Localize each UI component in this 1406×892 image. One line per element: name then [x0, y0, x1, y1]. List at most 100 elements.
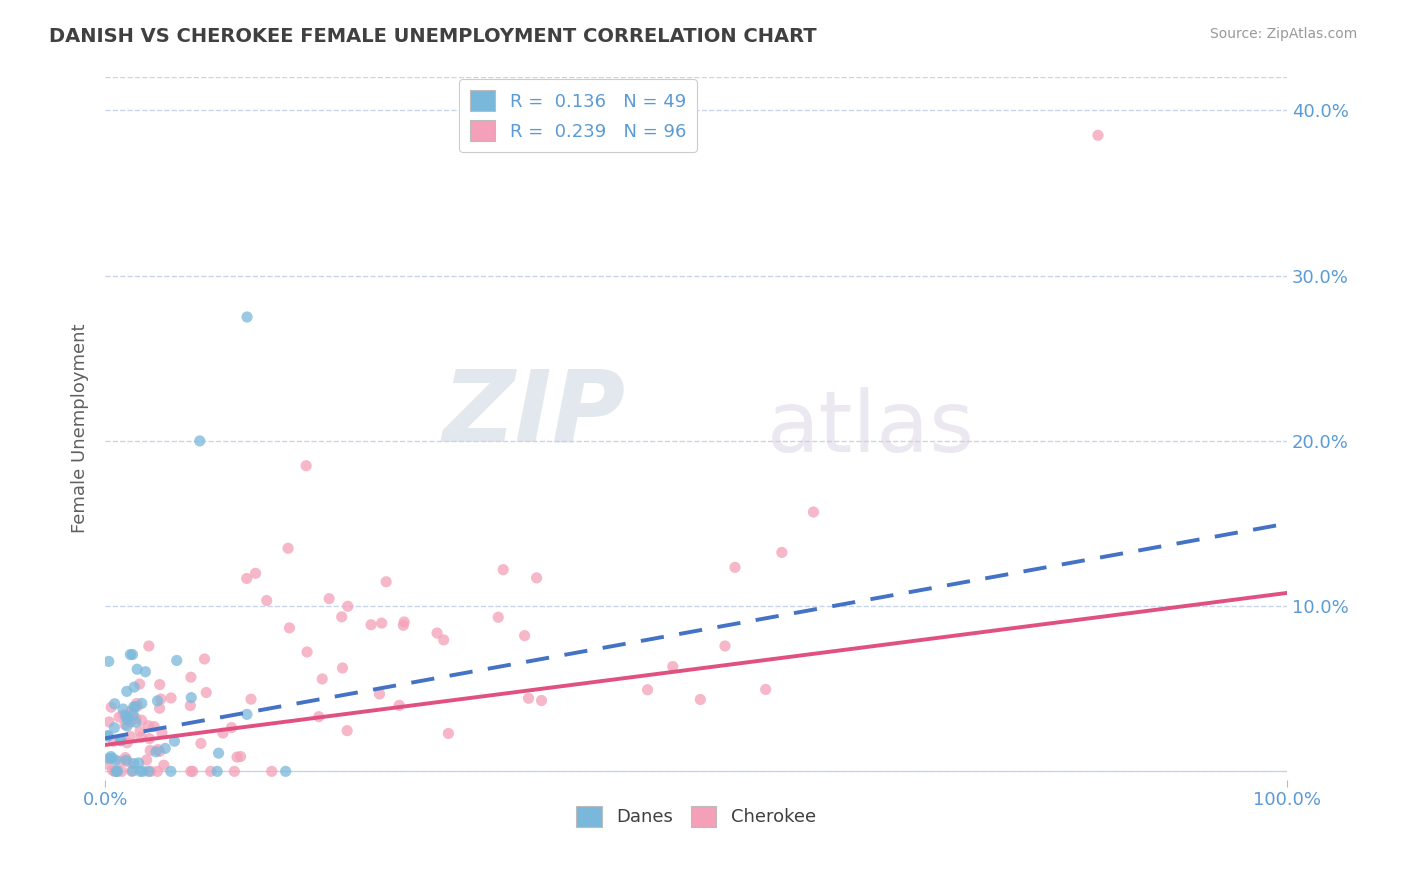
Point [392, 615, 415, 629]
Point [138, 639, 160, 653]
Point [260, 764, 283, 779]
Point [274, 764, 297, 779]
Point [662, 659, 685, 673]
Point [128, 677, 150, 691]
Point [180, 670, 202, 684]
Point [131, 713, 153, 727]
Point [146, 694, 169, 708]
Point [100, 700, 122, 714]
Point [122, 680, 145, 694]
Point [205, 764, 228, 779]
Point [127, 662, 149, 676]
Point [166, 653, 188, 667]
Point [121, 764, 143, 779]
Point [513, 629, 536, 643]
Point [370, 616, 392, 631]
Point [486, 610, 509, 624]
Point [226, 750, 249, 764]
Point [311, 672, 333, 686]
Point [437, 726, 460, 740]
Point [517, 691, 540, 706]
Point [115, 736, 138, 750]
Point [256, 593, 278, 607]
Point [131, 697, 153, 711]
Point [330, 610, 353, 624]
Point [103, 764, 125, 779]
Point [360, 617, 382, 632]
Point [103, 734, 125, 748]
Point [115, 719, 138, 733]
Point [104, 764, 127, 779]
Point [120, 714, 142, 729]
Point [120, 648, 142, 662]
Point [125, 715, 148, 730]
Point [526, 571, 548, 585]
Point [180, 690, 202, 705]
Point [138, 764, 160, 779]
Point [235, 572, 257, 586]
Point [103, 721, 125, 735]
Point [212, 726, 235, 740]
Point [98, 714, 121, 729]
Point [122, 756, 145, 771]
Point [714, 639, 737, 653]
Point [100, 749, 122, 764]
Point [153, 758, 176, 772]
Point [195, 685, 218, 699]
Point [120, 730, 142, 744]
Point [308, 709, 330, 723]
Point [96, 757, 118, 772]
Point [101, 751, 124, 765]
Point [121, 648, 143, 662]
Point [637, 682, 659, 697]
Point [160, 690, 183, 705]
Point [115, 713, 138, 727]
Point [96, 729, 118, 743]
Point [200, 764, 222, 779]
Point [125, 697, 148, 711]
Point [221, 721, 243, 735]
Point [388, 698, 411, 713]
Point [108, 710, 131, 724]
Point [426, 626, 449, 640]
Point [134, 665, 156, 679]
Point [530, 693, 553, 707]
Point [117, 755, 139, 769]
Point [105, 764, 128, 779]
Point [110, 755, 132, 769]
Point [135, 753, 157, 767]
Point [224, 764, 246, 779]
Point [295, 645, 318, 659]
Legend: Danes, Cherokee: Danes, Cherokee [569, 798, 823, 834]
Point [139, 743, 162, 757]
Point [207, 746, 229, 760]
Point [1087, 128, 1109, 143]
Point [97, 729, 120, 743]
Point [129, 764, 152, 779]
Point [97, 751, 120, 765]
Point [143, 720, 166, 734]
Point [368, 687, 391, 701]
Point [110, 733, 132, 747]
Point [155, 741, 177, 756]
Point [120, 705, 142, 719]
Point [179, 698, 201, 713]
Point [163, 734, 186, 748]
Point [107, 764, 129, 779]
Text: ZIP: ZIP [443, 366, 626, 463]
Point [229, 749, 252, 764]
Point [149, 677, 172, 691]
Point [146, 764, 169, 779]
Point [245, 566, 267, 581]
Point [149, 692, 172, 706]
Point [336, 723, 359, 738]
Point [188, 434, 211, 448]
Point [124, 700, 146, 714]
Point [755, 682, 778, 697]
Point [318, 591, 340, 606]
Point [125, 711, 148, 725]
Point [190, 736, 212, 750]
Point [295, 458, 318, 473]
Point [97, 654, 120, 668]
Point [433, 632, 456, 647]
